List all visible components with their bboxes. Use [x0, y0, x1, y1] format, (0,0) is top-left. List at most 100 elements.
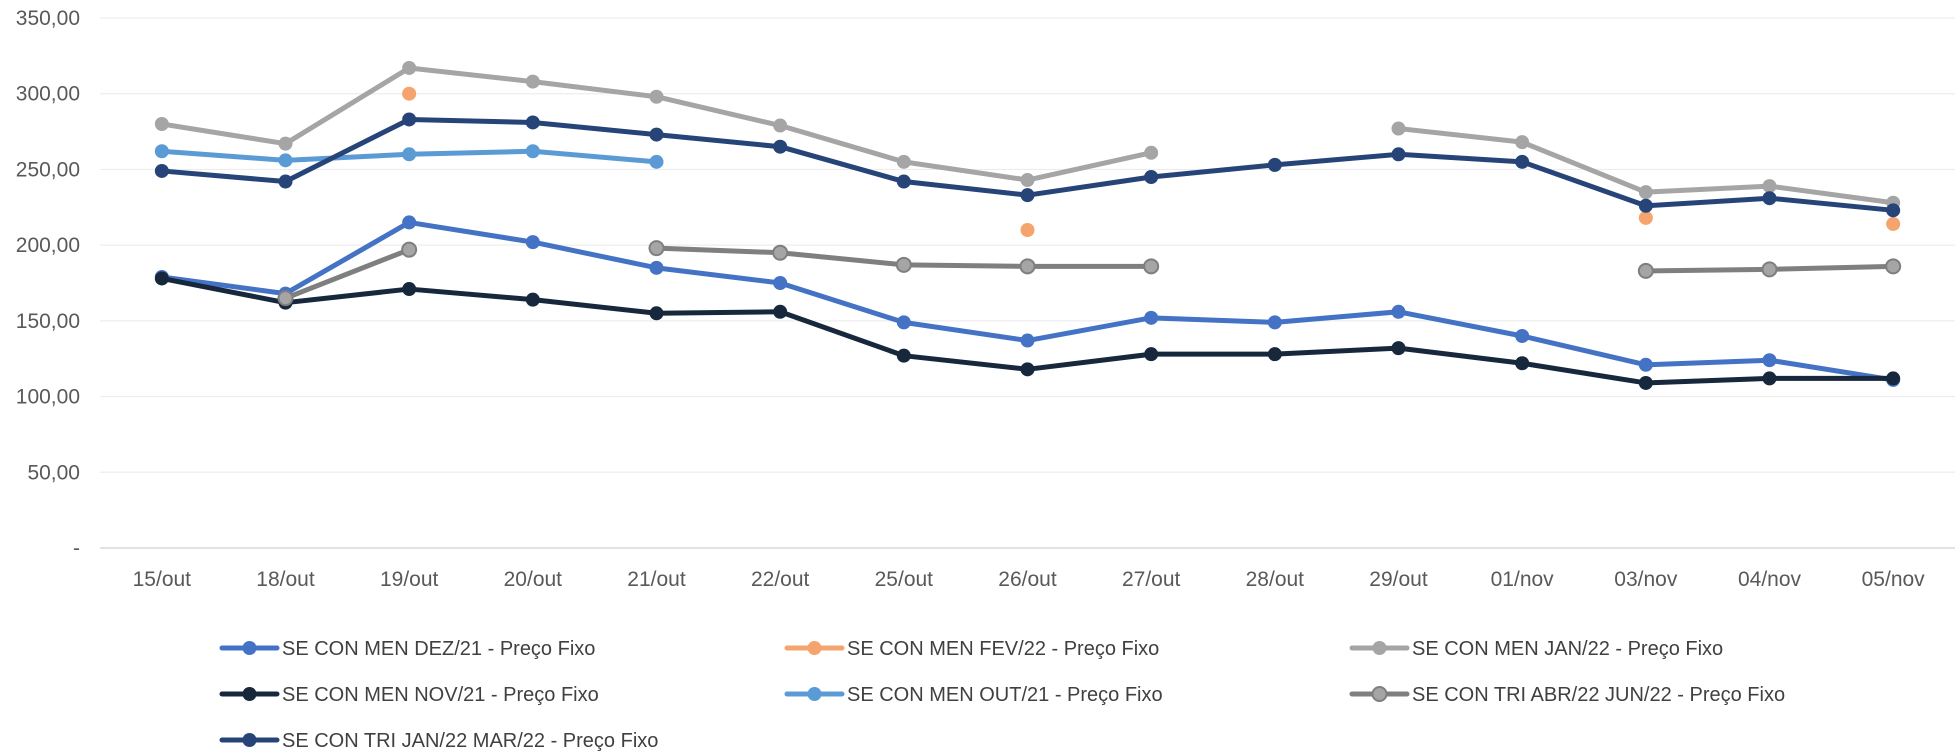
data-point [649, 154, 664, 169]
data-point [1886, 216, 1901, 231]
gridlines [100, 17, 1955, 549]
data-point [402, 86, 417, 101]
y-tick-label: 350,00 [16, 7, 80, 30]
x-tick-label: 25/out [875, 568, 934, 591]
legend-swatch-marker [807, 641, 822, 655]
legend-label: SE CON MEN OUT/21 - Preço Fixo [847, 684, 1163, 706]
data-point [1762, 191, 1777, 206]
data-point [154, 144, 169, 159]
legend-swatch-marker [242, 641, 257, 655]
series-1 [402, 86, 1901, 237]
legend-label: SE CON TRI JAN/22 MAR/22 - Preço Fixo [282, 730, 658, 751]
legend-swatch-marker [242, 687, 257, 701]
y-tick-label: - [73, 537, 80, 560]
data-point [1019, 258, 1036, 275]
series-0 [154, 215, 1901, 387]
legend-item: SE CON MEN OUT/21 - Preço Fixo [784, 684, 1163, 706]
data-point [402, 147, 417, 162]
y-tick-label: 300,00 [16, 83, 80, 106]
series-line [283, 247, 412, 301]
data-point [154, 163, 169, 178]
data-point [1515, 329, 1530, 343]
x-tick-label: 01/nov [1491, 568, 1555, 591]
data-point [772, 244, 789, 261]
data-point [154, 271, 169, 286]
data-point [402, 215, 417, 230]
x-tick-label: 18/out [256, 568, 315, 591]
y-axis: - 50,00 100,00 150,00 200,00 250,00 300,00 350,… [16, 7, 80, 560]
data-point [896, 174, 911, 189]
data-point [773, 139, 788, 154]
data-point [1515, 356, 1530, 371]
legend-item: SE CON MEN JAN/22 - Preço Fixo [1349, 638, 1723, 660]
data-point [525, 74, 540, 89]
series-6 [154, 112, 1901, 218]
series-2 [154, 60, 1901, 210]
x-tick-label: 26/out [998, 568, 1057, 591]
legend-label: SE CON MEN NOV/21 - Preço Fixo [282, 684, 599, 706]
data-point [278, 153, 293, 168]
data-point [1515, 154, 1530, 169]
data-point [1267, 157, 1282, 172]
data-point [1020, 223, 1035, 237]
data-point [649, 260, 664, 275]
x-axis: 15/out 18/out 19/out 20/out 21/out 22/out 25/o… [133, 568, 1926, 591]
data-point [1638, 210, 1653, 225]
data-point [154, 117, 169, 131]
x-tick-label: 19/out [380, 568, 439, 591]
y-tick-label: 100,00 [16, 386, 80, 409]
data-point [896, 154, 911, 169]
data-point [773, 276, 788, 290]
data-point [277, 290, 294, 307]
data-point [1638, 198, 1653, 213]
x-tick-label: 27/out [1122, 568, 1181, 591]
x-tick-label: 04/nov [1738, 568, 1802, 591]
series-line [159, 219, 1896, 383]
series-3 [154, 271, 1901, 390]
y-tick-label: 250,00 [16, 158, 80, 181]
y-tick-label: 200,00 [16, 234, 80, 257]
data-point [649, 89, 664, 104]
data-point [1144, 310, 1159, 325]
data-point [402, 60, 417, 75]
data-point [1762, 179, 1777, 194]
data-point [1391, 341, 1406, 356]
legend-swatch-marker [1372, 641, 1387, 655]
data-point [896, 315, 911, 330]
x-tick-label: 20/out [504, 568, 563, 591]
legend-item: SE CON MEN FEV/22 - Preço Fixo [784, 638, 1159, 660]
x-tick-label: 29/out [1369, 568, 1428, 591]
legend: SE CON MEN DEZ/21 - Preço Fixo SE CON MEN… [219, 638, 1785, 751]
legend-label: SE CON TRI ABR/22 JUN/22 - Preço Fixo [1412, 684, 1785, 706]
data-point [1391, 304, 1406, 319]
data-point [1020, 333, 1035, 348]
data-point [525, 235, 540, 250]
data-point [896, 348, 911, 363]
y-tick-label: 150,00 [16, 310, 80, 333]
data-point [1886, 371, 1901, 386]
series-5 [277, 240, 1902, 307]
data-point [649, 306, 664, 321]
legend-label: SE CON MEN FEV/22 - Preço Fixo [847, 638, 1159, 660]
data-point [1886, 203, 1901, 218]
data-point [402, 282, 417, 297]
data-point [1267, 315, 1282, 330]
data-point [1637, 262, 1654, 279]
x-tick-label: 05/nov [1862, 568, 1926, 591]
x-tick-label: 22/out [751, 568, 810, 591]
data-point [278, 136, 293, 151]
data-point [1515, 135, 1530, 150]
x-tick-label: 21/out [627, 568, 686, 591]
data-point [1391, 121, 1406, 136]
x-tick-label: 15/out [133, 568, 192, 591]
legend-swatch-marker [1371, 686, 1388, 702]
data-point [1020, 362, 1035, 377]
data-point [1267, 347, 1282, 362]
y-tick-label: 50,00 [27, 461, 80, 484]
data-point [1761, 261, 1778, 278]
data-point [1144, 347, 1159, 362]
data-point [1638, 357, 1653, 372]
series-4 [154, 144, 664, 169]
data-point [895, 256, 912, 273]
